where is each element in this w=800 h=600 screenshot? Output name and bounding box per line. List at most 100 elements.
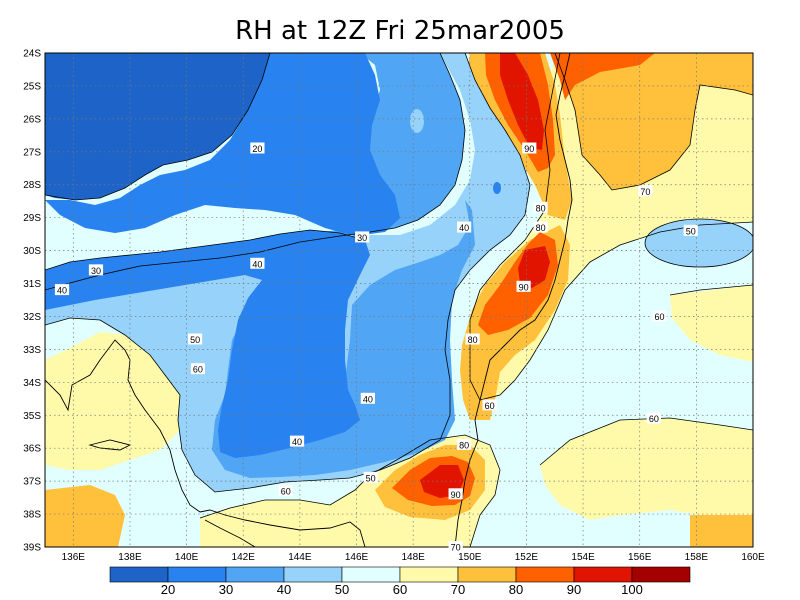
contour-label-bg xyxy=(355,231,370,243)
x-tick-label: 154E xyxy=(571,552,595,563)
rh-region-80-ne xyxy=(555,53,753,190)
coastline xyxy=(454,439,479,547)
contour-label-bg xyxy=(187,333,203,345)
plot-frame xyxy=(44,52,754,548)
contour-label-bg xyxy=(250,257,265,269)
contour-label: 60 xyxy=(193,365,203,375)
rh-region-100-north xyxy=(500,53,544,150)
contour-label: 90 xyxy=(451,490,461,500)
contour-label: 80 xyxy=(536,203,546,213)
colorbar-label: 100 xyxy=(621,582,643,597)
coastline xyxy=(474,53,573,441)
contour-label-bg xyxy=(533,221,548,233)
colorbar-swatch xyxy=(457,566,517,583)
y-tick-label: 38S xyxy=(23,510,41,521)
grid xyxy=(45,53,754,547)
x-tick-label: 144E xyxy=(288,552,312,563)
colorbar-swatch xyxy=(109,566,169,583)
contour-line xyxy=(539,417,753,466)
contour-label: 90 xyxy=(519,282,529,292)
y-tick-label: 27S xyxy=(23,147,41,158)
colorbar-label: 30 xyxy=(219,582,233,597)
contour-label: 50 xyxy=(366,473,376,483)
colorbar-label: 80 xyxy=(509,582,523,597)
x-tick-label: 152E xyxy=(515,552,539,563)
contour-label: 70 xyxy=(451,543,461,553)
y-tick-label: 33S xyxy=(23,345,41,356)
colorbar-swatch xyxy=(283,566,343,583)
y-tick-label: 35S xyxy=(23,411,41,422)
coastline xyxy=(88,439,132,451)
coastline xyxy=(204,519,256,547)
y-tick-label: 34S xyxy=(23,378,41,389)
rh-region-30-40-mid xyxy=(45,230,370,458)
contour-label: 40 xyxy=(252,259,262,269)
contour-label: 60 xyxy=(655,312,665,322)
contour-label-bg xyxy=(448,541,463,552)
y-tick-label: 26S xyxy=(23,114,41,125)
colorbar-swatch xyxy=(167,566,227,583)
contour-label: 30 xyxy=(91,266,101,276)
x-tick-label: 136E xyxy=(62,552,86,563)
contour-label: 90 xyxy=(524,144,534,154)
contour-label: 60 xyxy=(281,487,291,497)
colorbar-swatch xyxy=(341,566,401,583)
contour-line xyxy=(644,218,753,268)
contour-line xyxy=(45,53,466,291)
x-tick-label: 138E xyxy=(118,552,142,563)
rh-region-80-corner-sw xyxy=(45,485,125,547)
colorbar-swatch xyxy=(573,566,633,583)
x-tick-label: 142E xyxy=(232,552,256,563)
colorbar-swatch xyxy=(515,566,575,583)
x-tick-label: 158E xyxy=(685,552,709,563)
x-tick-label: 156E xyxy=(628,552,652,563)
y-tick-label: 30S xyxy=(23,246,41,257)
y-tick-label: 24S xyxy=(23,49,41,60)
contour-label: 70 xyxy=(640,187,650,197)
contour-label: 80 xyxy=(459,440,469,450)
contour-label: 80 xyxy=(536,223,546,233)
contour-label-bg xyxy=(516,280,531,292)
contour-label: 40 xyxy=(363,394,373,404)
contour-label: 60 xyxy=(649,414,659,424)
rh-region-90-ne xyxy=(550,53,655,100)
contour-label-bg xyxy=(465,333,480,345)
rh-region-70-sw xyxy=(45,332,185,470)
rh-region-70-east2 xyxy=(670,285,753,362)
coastline xyxy=(45,339,366,547)
rh-region-20-30 xyxy=(45,53,270,200)
colorbar-label: 60 xyxy=(393,582,407,597)
colorbar-label: 40 xyxy=(277,582,291,597)
contour-label-bg xyxy=(448,488,463,500)
contour-line xyxy=(469,53,753,401)
contour-label-bg xyxy=(190,363,206,375)
contour-label: 40 xyxy=(57,286,67,296)
contour-label: 60 xyxy=(485,401,495,411)
colorbar-swatch xyxy=(631,566,691,583)
y-tick-label: 32S xyxy=(23,312,41,323)
y-tick-label: 25S xyxy=(23,81,41,92)
contour-label-bg xyxy=(289,435,305,447)
y-tick-labels: 24S 25S 26S 27S 28S 29S 30S 31S 32S 33S 34S 35S 36S 3… xyxy=(23,49,41,554)
contour-labels: 20 30 30 40 40 40 40 40 50 50 50 60 60 60 60 60 70 70 80 80… xyxy=(54,142,698,553)
colorbar-label: 70 xyxy=(451,582,465,597)
contour-label: 40 xyxy=(459,223,469,233)
y-tick-label: 39S xyxy=(23,543,41,554)
colorbar-label: 90 xyxy=(567,582,581,597)
contour-label-bg xyxy=(250,142,265,154)
rh-region-80-corner-se xyxy=(690,515,753,547)
x-tick-labels: 136E 138E 140E 142E 144E 146E 148E 150E 152E 154E… xyxy=(62,552,765,563)
y-tick-label: 31S xyxy=(23,279,41,290)
contour-line xyxy=(199,434,501,547)
contour-line xyxy=(45,229,366,271)
contour-label: 50 xyxy=(686,226,696,236)
x-tick-label: 146E xyxy=(345,552,369,563)
contour-label-bg xyxy=(683,224,698,236)
contour-label-bg xyxy=(278,485,293,497)
rh-region-100-mid xyxy=(518,246,550,288)
y-tick-label: 37S xyxy=(23,477,41,488)
colorbar-label: 20 xyxy=(161,582,175,597)
contour-label: 80 xyxy=(468,335,478,345)
x-tick-label: 150E xyxy=(458,552,482,563)
colorbar-label: 50 xyxy=(335,582,349,597)
